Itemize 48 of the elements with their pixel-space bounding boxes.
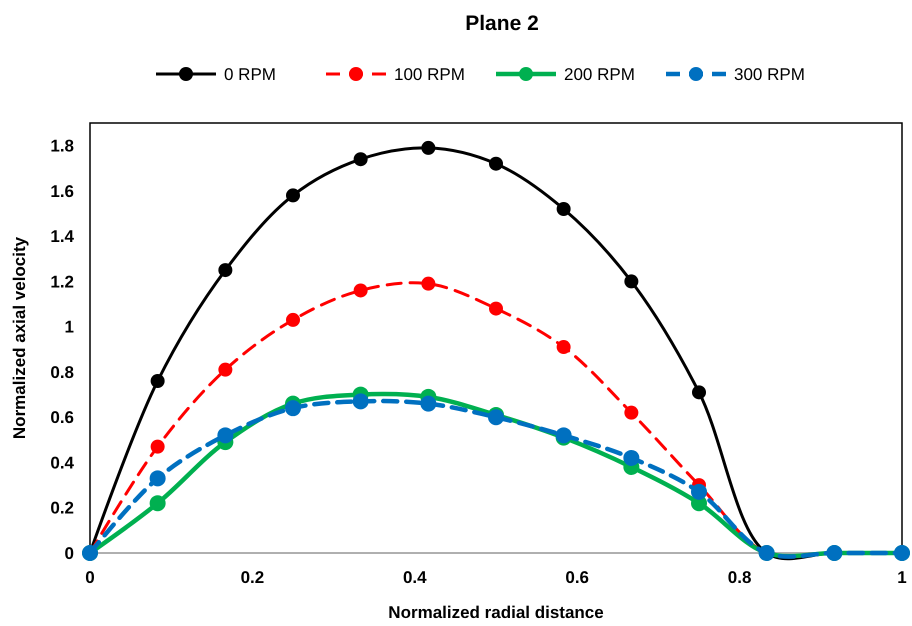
point: [218, 263, 232, 278]
point: [624, 274, 638, 288]
y-tick-label: 0.2: [50, 498, 74, 518]
x-tick-label: 0.8: [728, 568, 752, 587]
y-tick-label: 1.6: [50, 182, 74, 201]
y-axis-title: Normalized axial velocity: [10, 236, 29, 440]
y-tick-label: 1: [64, 318, 74, 337]
chart-title: Plane 2: [465, 12, 539, 35]
point: [623, 450, 640, 466]
x-tick-label: 0.6: [565, 568, 590, 587]
point: [218, 362, 232, 377]
point: [556, 202, 571, 216]
y-tick-label: 1.2: [50, 272, 74, 292]
point: [286, 312, 300, 327]
y-tick-label: 1.8: [50, 136, 74, 156]
point: [150, 470, 166, 486]
point: [150, 495, 166, 512]
y-tick-label: 0.8: [50, 362, 74, 382]
y-tick-label: 0.6: [50, 408, 74, 428]
point: [421, 140, 436, 155]
point: [354, 283, 368, 298]
x-axis-title: Normalized radial distance: [388, 603, 604, 622]
x-tick-label: 1: [897, 568, 907, 587]
point: [489, 156, 503, 171]
y-tick-label: 0: [64, 544, 74, 563]
legend-label: 100 RPM: [394, 65, 465, 84]
point: [692, 385, 706, 400]
x-tick-label: 0: [85, 568, 95, 587]
legend-label: 300 RPM: [734, 65, 805, 84]
x-tick-label: 0.2: [240, 568, 264, 587]
point: [556, 340, 571, 354]
point: [421, 276, 436, 291]
y-tick-label: 0.4: [50, 453, 75, 472]
point: [354, 152, 368, 166]
point: [489, 302, 503, 316]
legend-label: 200 RPM: [564, 65, 635, 84]
point: [352, 393, 369, 410]
x-tick-label: 0.4: [402, 568, 428, 587]
point: [420, 396, 436, 412]
point: [150, 440, 165, 454]
point: [150, 374, 165, 388]
point: [691, 484, 707, 500]
point: [286, 188, 300, 202]
y-tick-label: 1.4: [50, 227, 75, 246]
point: [624, 406, 638, 420]
point: [217, 427, 234, 444]
point: [285, 400, 301, 416]
legend-label: 0 RPM: [224, 65, 276, 84]
